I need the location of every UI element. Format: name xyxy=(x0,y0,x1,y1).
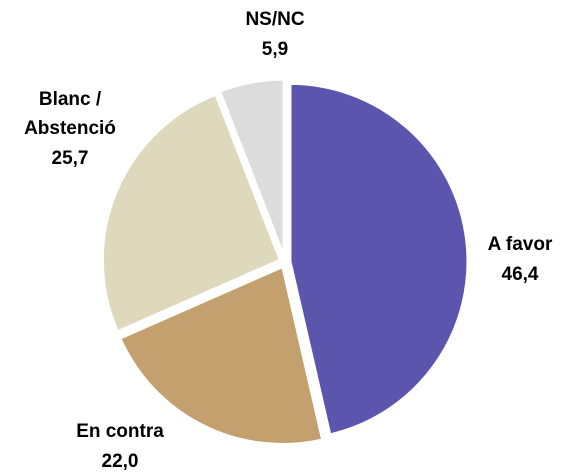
pie-slice xyxy=(117,264,325,446)
slice-label: NS/NC xyxy=(245,9,304,30)
label-line: Blanc / xyxy=(39,89,102,110)
slice-label: Blanc / Abstenció xyxy=(24,89,116,139)
slice-value: 22,0 xyxy=(102,451,139,472)
pie-slice xyxy=(100,92,283,334)
label-line: NS/NC xyxy=(245,9,304,30)
slice-value: 46,4 xyxy=(502,264,539,285)
label-line: En contra xyxy=(76,421,164,442)
slice-value: 25,7 xyxy=(52,148,89,169)
pie-slice xyxy=(217,77,286,258)
slice-label: En contra xyxy=(76,421,164,442)
pie-slice xyxy=(288,81,470,437)
label-line: Abstenció xyxy=(24,118,116,139)
slice-label: A favor xyxy=(488,234,553,255)
label-line: A favor xyxy=(488,234,553,255)
slice-value: 5,9 xyxy=(262,39,288,60)
